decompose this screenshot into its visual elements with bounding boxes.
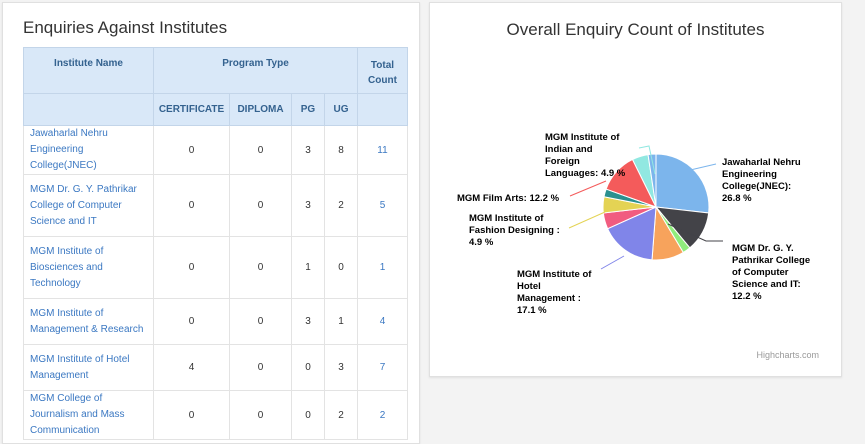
pg-cell: 1 bbox=[291, 236, 325, 299]
ug-cell: 0 bbox=[324, 236, 358, 299]
total-link[interactable]: 1 bbox=[357, 236, 408, 299]
total-subheader bbox=[357, 93, 408, 126]
institute-link[interactable]: Jawaharlal Nehru Engineering College(JNE… bbox=[23, 125, 154, 175]
pg-cell: 3 bbox=[291, 125, 325, 175]
program-type-header: Program Type bbox=[153, 47, 358, 94]
ug-cell: 2 bbox=[324, 390, 358, 440]
institute-link[interactable]: MGM Institute of Biosciences and Technol… bbox=[23, 236, 154, 299]
total-link[interactable]: 2 bbox=[357, 390, 408, 440]
label-connector bbox=[568, 211, 606, 229]
slice-label-jnec: Jawaharlal Nehru Engineering College(JNE… bbox=[722, 157, 803, 204]
total-link[interactable]: 7 bbox=[357, 344, 408, 391]
pg-header[interactable]: PG bbox=[291, 93, 325, 126]
slice-label-pathrikar: MGM Dr. G. Y. Pathrikar College of Compu… bbox=[732, 243, 813, 302]
ug-cell: 2 bbox=[324, 174, 358, 237]
table-row: MGM Institute of Biosciences and Technol… bbox=[23, 236, 408, 299]
institute-link[interactable]: MGM Dr. G. Y. Pathrikar College of Compu… bbox=[23, 174, 154, 237]
table-row: MGM Dr. G. Y. Pathrikar College of Compu… bbox=[23, 174, 408, 237]
diploma-cell: 0 bbox=[229, 236, 292, 299]
ug-cell: 8 bbox=[324, 125, 358, 175]
institute-link[interactable]: MGM Institute of Hotel Management bbox=[23, 344, 154, 391]
certificate-header[interactable]: CERTIFICATE bbox=[153, 93, 230, 126]
diploma-cell: 0 bbox=[229, 125, 292, 175]
certificate-cell: 4 bbox=[153, 344, 230, 391]
slice-label-languages: MGM Institute of Indian and Foreign Lang… bbox=[545, 132, 626, 179]
ug-cell: 3 bbox=[324, 344, 358, 391]
total-link[interactable]: 11 bbox=[357, 125, 408, 175]
pie-chart: Jawaharlal Nehru Engineering College(JNE… bbox=[457, 132, 813, 316]
pie-slice[interactable] bbox=[655, 153, 710, 214]
highcharts-credits[interactable]: Highcharts.com bbox=[756, 350, 819, 360]
pg-cell: 3 bbox=[291, 174, 325, 237]
label-connector bbox=[685, 163, 717, 172]
slice-label-filmarts: MGM Film Arts: 12.2 % bbox=[457, 193, 560, 204]
chart-panel: Overall Enquiry Count of Institutes Jawa… bbox=[429, 2, 842, 377]
diploma-cell: 0 bbox=[229, 174, 292, 237]
total-link[interactable]: 4 bbox=[357, 298, 408, 345]
pg-cell: 0 bbox=[291, 344, 325, 391]
certificate-cell: 0 bbox=[153, 236, 230, 299]
chart-title: Overall Enquiry Count of Institutes bbox=[506, 20, 765, 39]
diploma-header[interactable]: DIPLOMA bbox=[229, 93, 292, 126]
certificate-cell: 0 bbox=[153, 298, 230, 345]
table-row: MGM Institute of Management & Research 0… bbox=[23, 298, 408, 345]
label-connector bbox=[600, 255, 625, 270]
table-row: MGM Institute of Hotel Management 4 0 0 … bbox=[23, 344, 408, 391]
diploma-cell: 0 bbox=[229, 390, 292, 440]
label-connector bbox=[569, 180, 607, 197]
total-count-header[interactable]: Total Count bbox=[357, 47, 408, 94]
institute-name-header[interactable]: Institute Name bbox=[23, 47, 154, 94]
pg-cell: 0 bbox=[291, 390, 325, 440]
label-connector bbox=[638, 145, 656, 175]
ug-cell: 1 bbox=[324, 298, 358, 345]
certificate-cell: 0 bbox=[153, 390, 230, 440]
slice-label-hotel: MGM Institute of Hotel Management : 17.1… bbox=[517, 269, 594, 316]
slice-label-fashion: MGM Institute of Fashion Designing : 4.9… bbox=[469, 213, 562, 248]
panel-title: Enquiries Against Institutes bbox=[23, 18, 228, 37]
diploma-cell: 0 bbox=[229, 298, 292, 345]
certificate-cell: 0 bbox=[153, 125, 230, 175]
certificate-cell: 0 bbox=[153, 174, 230, 237]
institute-link[interactable]: MGM College of Journalism and Mass Commu… bbox=[23, 390, 154, 440]
diploma-cell: 0 bbox=[229, 344, 292, 391]
table-row: MGM College of Journalism and Mass Commu… bbox=[23, 390, 408, 440]
pie-slice[interactable] bbox=[606, 206, 657, 261]
pg-cell: 3 bbox=[291, 298, 325, 345]
label-connector bbox=[667, 223, 723, 242]
institute-link[interactable]: MGM Institute of Management & Research bbox=[23, 298, 154, 345]
institute-subheader bbox=[23, 93, 154, 126]
enquiries-table: Institute Name Program Type Total Count … bbox=[23, 47, 408, 440]
enquiries-panel: Enquiries Against Institutes Institute N… bbox=[2, 2, 420, 444]
ug-header[interactable]: UG bbox=[324, 93, 358, 126]
table-row: Jawaharlal Nehru Engineering College(JNE… bbox=[23, 125, 408, 175]
total-link[interactable]: 5 bbox=[357, 174, 408, 237]
